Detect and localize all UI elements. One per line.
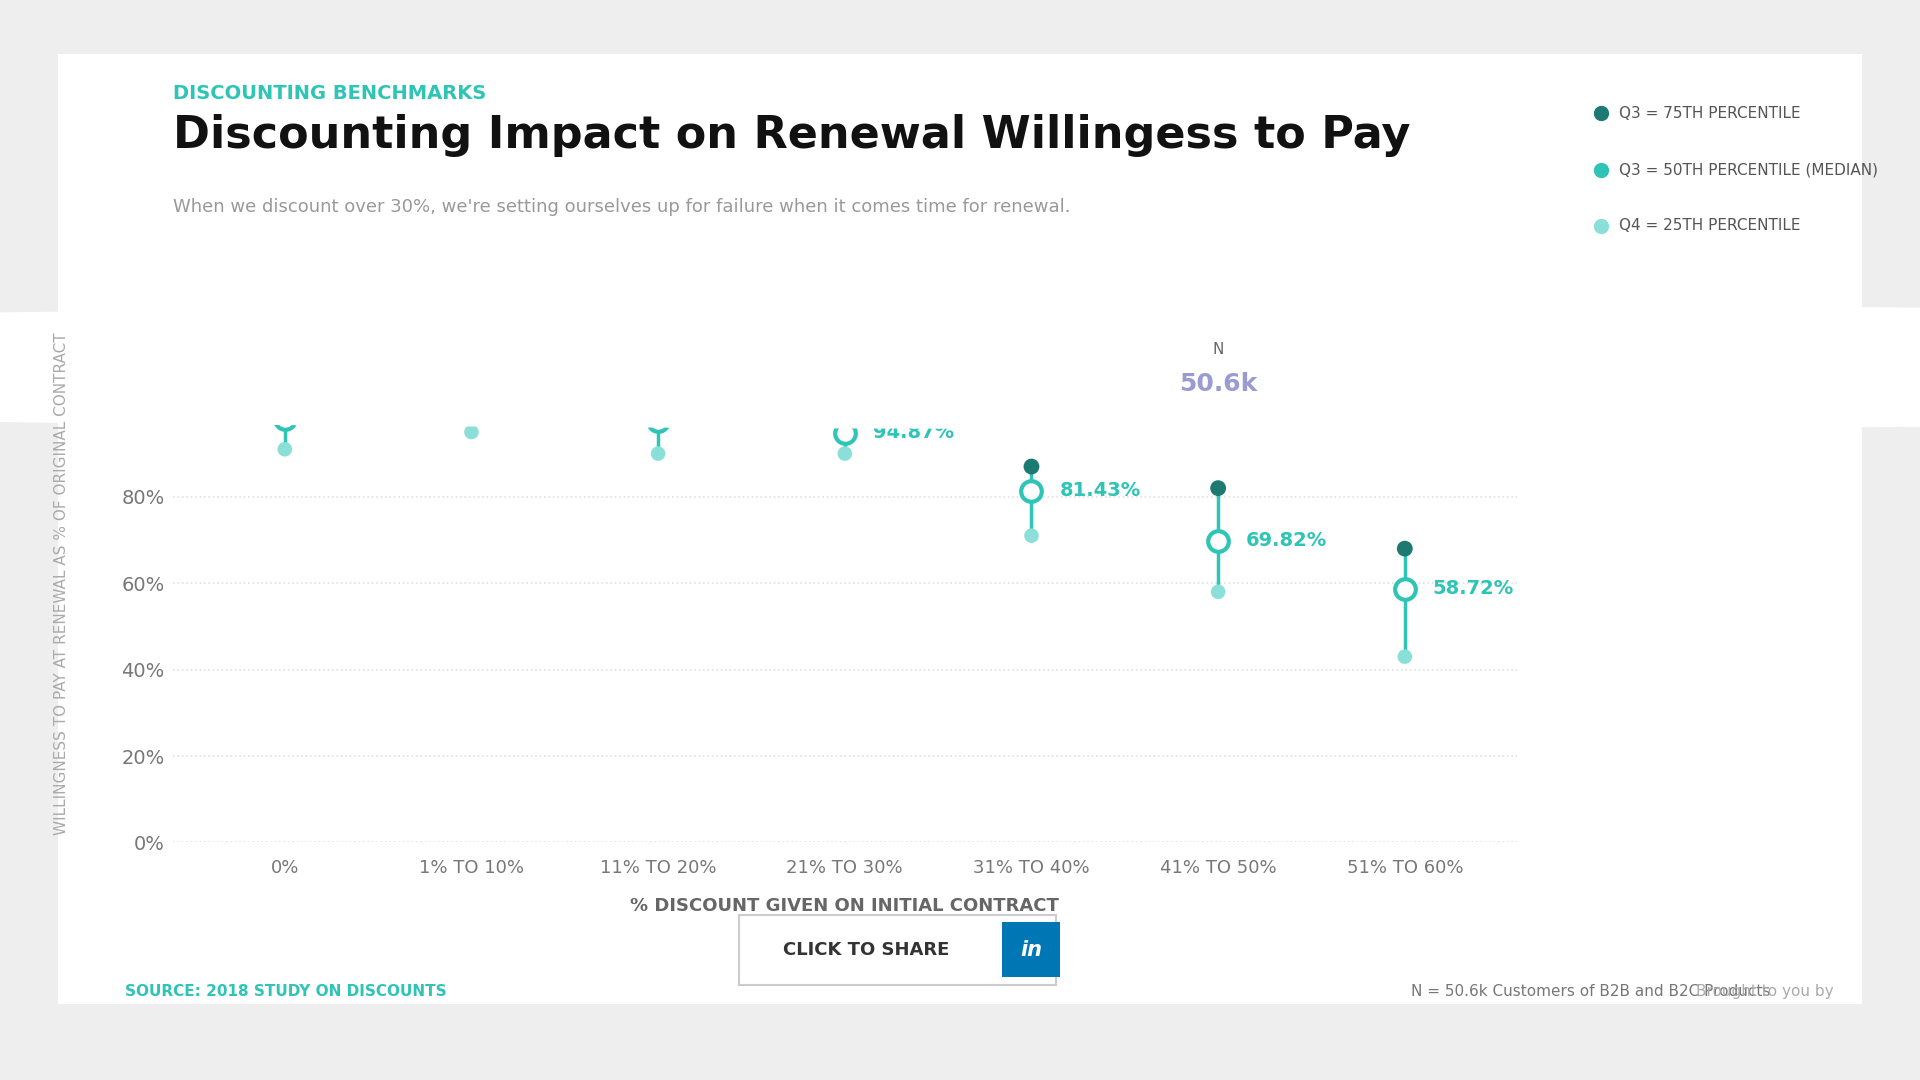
- Point: [1202, 532, 1233, 550]
- Point: [643, 445, 674, 462]
- Point: [643, 411, 674, 429]
- Text: 50.6k: 50.6k: [1179, 373, 1258, 396]
- Circle shape: [0, 307, 1920, 428]
- X-axis label: % DISCOUNT GIVEN ON INITIAL CONTRACT: % DISCOUNT GIVEN ON INITIAL CONTRACT: [630, 896, 1060, 915]
- Text: 69.82%: 69.82%: [1246, 531, 1327, 551]
- Point: [1016, 458, 1046, 475]
- Text: Discounting Impact on Renewal Willingess to Pay: Discounting Impact on Renewal Willingess…: [173, 113, 1409, 157]
- Text: 97.64%: 97.64%: [685, 411, 768, 430]
- Point: [457, 359, 488, 376]
- Text: 101.54%: 101.54%: [499, 394, 593, 414]
- Point: [643, 372, 674, 389]
- Text: N: N: [1212, 342, 1223, 357]
- Text: 98.12%: 98.12%: [313, 409, 394, 428]
- Text: When we discount over 30%, we're setting ourselves up for failure when it comes : When we discount over 30%, we're setting…: [173, 198, 1069, 216]
- Point: [1016, 527, 1046, 544]
- Point: [269, 367, 300, 384]
- Text: 81.43%: 81.43%: [1060, 481, 1140, 500]
- Text: Q4 = 25TH PERCENTILE: Q4 = 25TH PERCENTILE: [1619, 218, 1801, 233]
- Text: SOURCE: 2018 STUDY ON DISCOUNTS: SOURCE: 2018 STUDY ON DISCOUNTS: [125, 984, 447, 999]
- Text: N = 50.6k Customers of B2B and B2C Products: N = 50.6k Customers of B2B and B2C Produ…: [1411, 984, 1770, 999]
- Text: Q3 = 75TH PERCENTILE: Q3 = 75TH PERCENTILE: [1619, 106, 1801, 121]
- Point: [1390, 648, 1421, 665]
- Text: Brought to you by: Brought to you by: [1695, 984, 1834, 999]
- Point: [1202, 583, 1233, 600]
- Point: [829, 445, 860, 462]
- Text: CLICK TO SHARE: CLICK TO SHARE: [783, 941, 948, 959]
- Point: [829, 424, 860, 442]
- Point: [1016, 482, 1046, 499]
- Text: in: in: [1020, 940, 1043, 960]
- Point: [457, 423, 488, 441]
- Point: [829, 393, 860, 410]
- Point: [1202, 480, 1233, 497]
- Point: [1390, 540, 1421, 557]
- Text: 94.87%: 94.87%: [874, 423, 954, 442]
- Point: [1390, 580, 1421, 597]
- Text: WILLINGNESS TO PAY AT RENEWAL AS % OF ORIGINAL CONTRACT: WILLINGNESS TO PAY AT RENEWAL AS % OF OR…: [54, 332, 69, 835]
- Point: [269, 410, 300, 428]
- Text: DISCOUNTING BENCHMARKS: DISCOUNTING BENCHMARKS: [173, 83, 486, 103]
- Point: [457, 395, 488, 413]
- Point: [269, 441, 300, 458]
- Text: Q3 = 50TH PERCENTILE (MEDIAN): Q3 = 50TH PERCENTILE (MEDIAN): [1619, 162, 1878, 177]
- Text: 58.72%: 58.72%: [1432, 579, 1515, 598]
